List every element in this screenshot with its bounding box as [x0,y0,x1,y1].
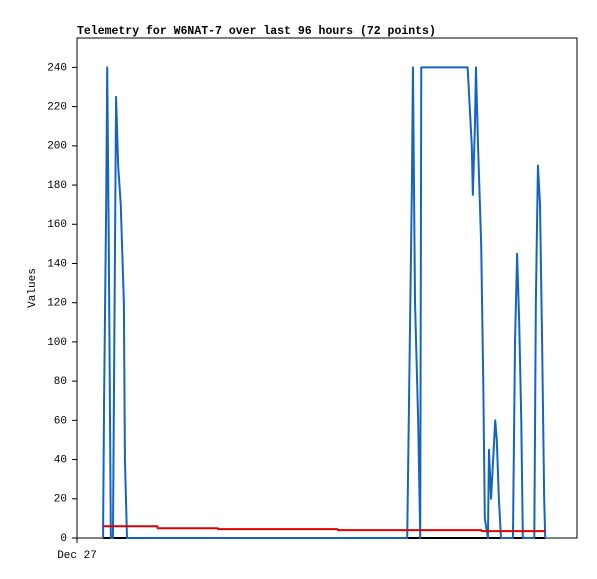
y-tick-label: 0 [60,533,67,545]
y-tick-label: 60 [54,415,67,427]
y-tick-label: 120 [47,298,67,310]
y-tick-label: 240 [47,62,67,74]
y-tick-label: 80 [54,376,67,388]
series-line [102,66,547,539]
y-tick-label: 160 [47,219,67,231]
y-tick-label: 220 [47,102,67,114]
plot-frame [76,37,578,539]
series-line [103,525,546,533]
y-tick-label: 140 [47,258,67,270]
x-tick-label: Dec 27 [57,550,97,562]
y-tick-label: 40 [54,454,67,466]
chart-title: Telemetry for W6NAT-7 over last 96 hours… [77,25,436,38]
y-axis-label: Values [27,268,39,308]
y-tick-label: 200 [47,141,67,153]
y-tick-label: 20 [54,494,67,506]
y-tick-label: 180 [47,180,67,192]
y-tick-label: 100 [47,337,67,349]
